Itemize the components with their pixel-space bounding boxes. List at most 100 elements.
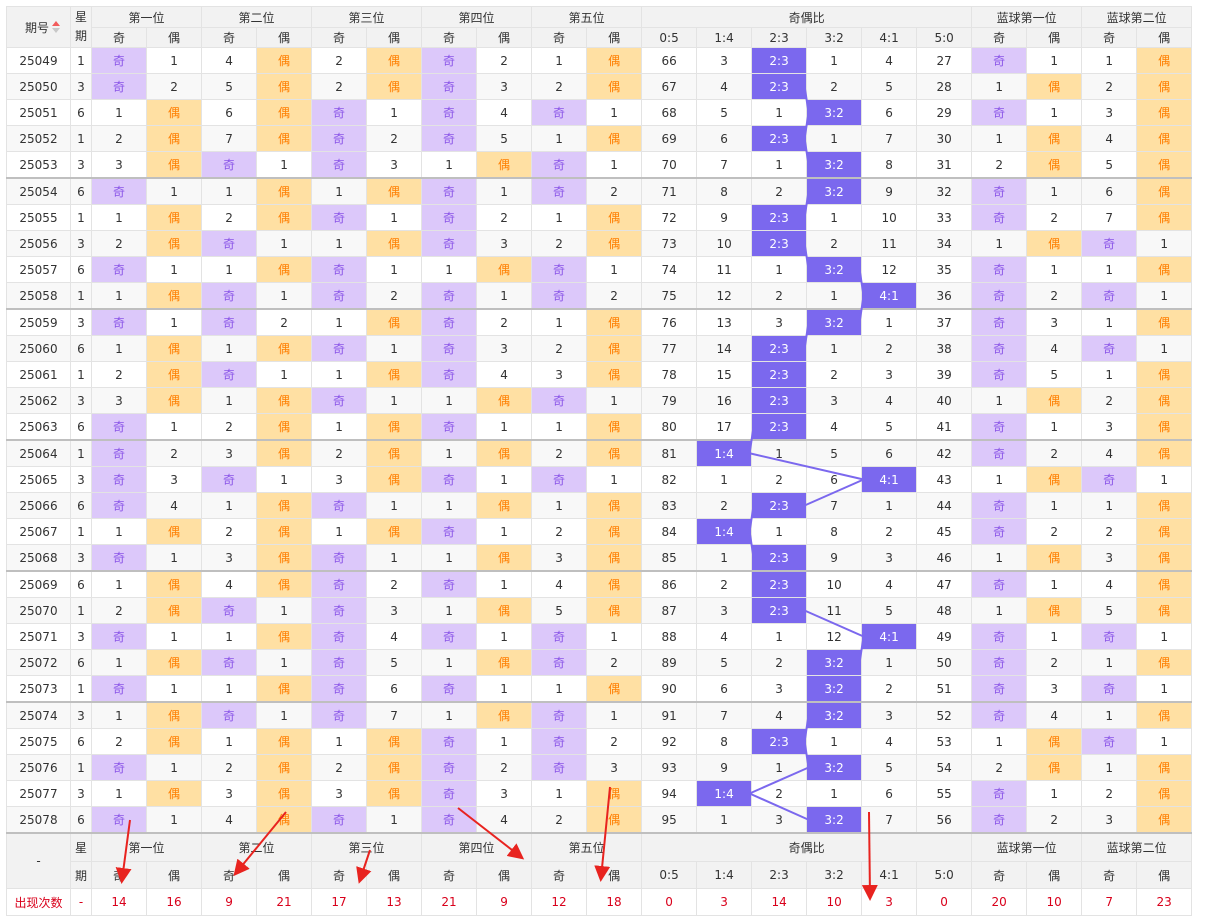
ratio-miss-count: 46: [916, 544, 973, 572]
ratio-hit-label: 2:3: [769, 393, 789, 408]
miss-count: 1: [476, 728, 533, 755]
even-marker: 偶: [145, 361, 203, 388]
miss-count: 3: [311, 780, 368, 807]
ratio-miss-count: 48: [916, 597, 973, 624]
even-marker: 偶: [145, 230, 203, 257]
ratio-hit-label: 2:3: [769, 498, 789, 513]
odd-subheader: 奇: [421, 861, 478, 889]
odd-marker: 奇: [421, 675, 478, 703]
ratio-miss-count: 5: [861, 73, 918, 100]
miss-count: 2: [91, 597, 147, 624]
miss-count: 2: [531, 806, 588, 834]
odd-marker: 奇: [311, 701, 368, 729]
miss-count: 1: [971, 73, 1028, 100]
miss-count: 1: [145, 675, 203, 703]
position-header-2: 第二位: [201, 6, 313, 28]
miss-count: 2: [476, 754, 533, 781]
miss-count: 3: [531, 544, 588, 572]
week-cell: 1: [70, 125, 92, 152]
miss-count: 5: [1081, 151, 1138, 179]
miss-count: 2: [1081, 780, 1138, 807]
miss-count: 1: [256, 282, 313, 310]
even-marker: 偶: [1026, 728, 1083, 755]
even-marker: 偶: [256, 623, 313, 650]
even-marker: 偶: [366, 73, 423, 100]
ratio-miss-count: 67: [641, 73, 698, 100]
miss-count: 1: [971, 466, 1028, 493]
ratio-miss-count: 68: [641, 99, 698, 126]
miss-count: 1: [201, 675, 258, 703]
miss-count: 1: [476, 623, 533, 650]
miss-count: 1: [971, 387, 1028, 414]
miss-count: 3: [586, 754, 643, 781]
ratio-miss-count: 28: [916, 73, 973, 100]
odd-marker: 奇: [421, 623, 478, 650]
week-cell: 6: [70, 99, 92, 126]
count-cell: 21: [256, 888, 313, 916]
ratio-miss-count: 8: [861, 151, 918, 179]
even-marker: 偶: [1136, 806, 1193, 834]
odd-marker: 奇: [1081, 335, 1138, 362]
table-row: 25061 1 2 偶奇 1 1 偶奇 4 3 偶 78 15 2:3 2 3 39 奇 5 1 偶: [6, 361, 1211, 388]
miss-count: 1: [145, 754, 203, 781]
week-cell: 3: [70, 308, 92, 336]
miss-count: 1: [256, 466, 313, 493]
miss-count: 1: [421, 597, 478, 624]
even-subheader: 偶: [586, 27, 643, 48]
miss-count: 1: [531, 204, 588, 231]
miss-count: 1: [311, 177, 368, 205]
miss-count: 2: [311, 47, 368, 74]
ratio-hit: 1:4: [696, 518, 753, 545]
ratio-miss-count: 72: [641, 204, 698, 231]
even-marker: 偶: [366, 308, 423, 336]
even-subheader: 偶: [1026, 27, 1083, 48]
odd-marker: 奇: [971, 361, 1028, 388]
table-row: 25076 1 奇 1 2 偶 2 偶奇 2 奇 3 93 9 1 3:2 5 54 2 偶 1 偶: [6, 754, 1211, 781]
ratio-miss-count: 93: [641, 754, 698, 781]
odd-marker: 奇: [531, 282, 588, 310]
ratio-miss-count: 5: [696, 99, 753, 126]
ratio-subheader: 3:2: [806, 861, 863, 889]
ratio-miss-count: 70: [641, 151, 698, 179]
odd-marker: 奇: [91, 466, 147, 493]
even-marker: 偶: [366, 728, 423, 755]
miss-count: 3: [1081, 544, 1138, 572]
odd-marker: 奇: [1081, 282, 1138, 310]
miss-count: 5: [1081, 597, 1138, 624]
ratio-miss-count: 1: [751, 99, 808, 126]
header-row: 期号 星期 第一位 第二位 第三位 第四位 第五位 奇偶比 蓝球第一位 蓝球第二位: [6, 6, 1211, 48]
odd-marker: 奇: [201, 230, 258, 257]
ratio-hit-label: 3:2: [824, 262, 844, 277]
miss-count: 4: [201, 806, 258, 834]
odd-marker: 奇: [311, 492, 368, 519]
even-marker: 偶: [366, 439, 423, 467]
even-marker: 偶: [256, 99, 313, 126]
miss-count: 1: [421, 649, 478, 676]
odd-marker: 奇: [531, 99, 588, 126]
table-row: 25074 3 1 偶奇 1 奇 7 1 偶奇 1 91 7 4 3:2 3 52 奇 4 1 偶: [6, 701, 1211, 729]
miss-count: 3: [531, 361, 588, 388]
period-cell: 25068: [6, 544, 71, 572]
odd-marker: 奇: [421, 361, 478, 388]
ratio-miss-count: 12: [806, 623, 863, 650]
ratio-hit-label: 4:1: [879, 629, 899, 644]
ratio-subheader: 4:1: [861, 861, 918, 889]
period-cell: 25073: [6, 675, 71, 703]
odd-marker: 奇: [311, 151, 368, 179]
ratio-hit: 4:1: [861, 623, 918, 650]
miss-count: 1: [531, 125, 588, 152]
ratio-subheader: 1:4: [696, 861, 753, 889]
miss-count: 1: [1026, 492, 1083, 519]
miss-count: 2: [1026, 204, 1083, 231]
ratio-miss-count: 47: [916, 570, 973, 598]
even-marker: 偶: [586, 439, 643, 467]
miss-count: 1: [586, 99, 643, 126]
miss-count: 2: [256, 308, 313, 336]
miss-count: 2: [1026, 649, 1083, 676]
miss-count: 2: [1026, 439, 1083, 467]
ratio-miss-count: 94: [641, 780, 698, 807]
period-sort-header[interactable]: 期号: [6, 6, 71, 48]
odd-marker: 奇: [311, 806, 368, 834]
miss-count: 1: [476, 675, 533, 703]
ratio-miss-count: 3: [861, 361, 918, 388]
